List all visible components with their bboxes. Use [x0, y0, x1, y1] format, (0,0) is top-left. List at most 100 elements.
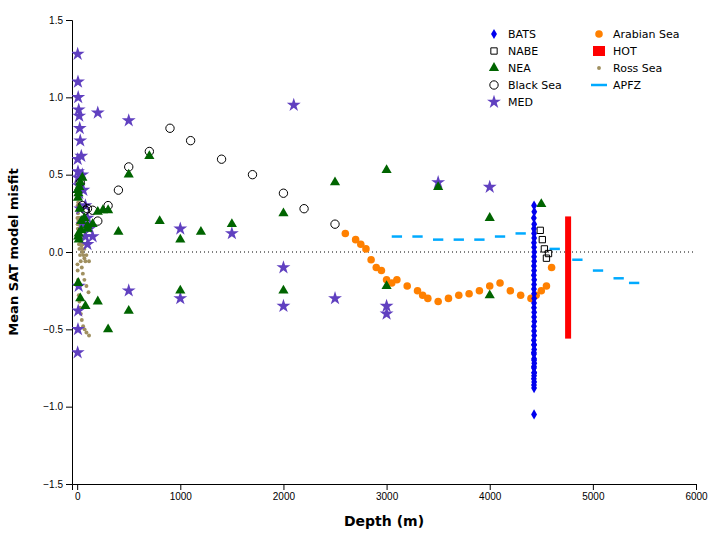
tick-label: 1.5: [49, 15, 63, 26]
point: [276, 260, 290, 273]
point: [72, 75, 85, 88]
point: [279, 189, 287, 197]
axis-line: [66, 21, 73, 485]
tick-mark: [283, 484, 284, 490]
legend-item: NABE: [491, 45, 538, 58]
tick-mark: [66, 329, 72, 330]
point: [87, 334, 91, 338]
tick-label: 0.5: [49, 169, 63, 180]
point: [278, 285, 288, 294]
point: [328, 291, 342, 304]
segment: [629, 282, 639, 285]
legend-swatch: [593, 46, 605, 56]
point: [82, 278, 86, 282]
segment: [550, 248, 560, 251]
tick: −1.0: [43, 401, 72, 412]
point: [496, 279, 504, 287]
legend-swatch: [595, 30, 603, 38]
point: [381, 280, 391, 289]
point: [155, 215, 165, 224]
point: [278, 207, 288, 216]
segment: [412, 235, 422, 238]
point: [362, 245, 370, 253]
tick-mark: [66, 252, 72, 253]
point: [543, 282, 551, 290]
tick-label: −0.5: [43, 324, 63, 335]
point: [72, 109, 86, 122]
tick-label: −1.5: [43, 479, 63, 490]
tick-label: 2000: [273, 491, 296, 502]
segment: [454, 238, 464, 241]
series: [73, 150, 547, 332]
point: [541, 246, 547, 252]
point: [93, 296, 103, 305]
tick-mark: [66, 484, 72, 485]
series: [531, 201, 537, 420]
tick: 5000: [582, 484, 605, 502]
point: [225, 226, 239, 239]
plot: 0100020003000400050006000−1.5−1.0−0.50.0…: [43, 15, 708, 502]
point: [78, 253, 82, 257]
tick-mark: [66, 407, 72, 408]
point: [166, 124, 174, 132]
tick: 0.0: [49, 247, 72, 258]
point: [91, 105, 105, 118]
point: [175, 234, 185, 243]
series: [565, 216, 571, 338]
legend-swatch: [489, 62, 499, 71]
marks: [72, 47, 696, 420]
point: [531, 383, 537, 393]
legend-swatch: [491, 29, 497, 39]
tick: 0.5: [49, 169, 72, 180]
point: [72, 152, 85, 165]
series: [537, 227, 552, 261]
point: [545, 250, 551, 256]
y-axis: −1.5 −1.0 −0.5 0.0 0.5 1.0 1.5: [43, 15, 72, 490]
point: [455, 292, 463, 300]
point: [548, 264, 556, 272]
y-axis-title: Mean SAT model misfit: [6, 168, 21, 335]
segment: [572, 258, 582, 261]
point: [72, 47, 85, 60]
point: [331, 220, 339, 228]
point: [507, 287, 515, 295]
tick-label: 0: [75, 491, 81, 502]
segment: [495, 235, 505, 238]
segment: [516, 232, 526, 235]
x-axis: 0100020003000400050006000: [73, 484, 709, 502]
legend-item: Arabian Sea: [595, 28, 679, 41]
tick: 0: [75, 484, 81, 502]
tick-mark: [180, 484, 181, 490]
point: [73, 133, 87, 146]
point: [144, 150, 154, 159]
legend-item: Ross Sea: [597, 62, 662, 75]
tick-label: 1.0: [49, 92, 63, 103]
point: [539, 236, 545, 242]
point: [103, 323, 113, 332]
tick: −1.5: [43, 479, 72, 490]
point: [83, 259, 87, 263]
point: [543, 255, 549, 261]
segment: [613, 277, 623, 280]
point: [73, 121, 87, 134]
tick-label: 6000: [685, 491, 708, 502]
point: [330, 177, 340, 186]
legend-swatch: [487, 95, 501, 108]
point: [79, 259, 83, 263]
point: [380, 307, 394, 320]
tick: −0.5: [43, 324, 72, 335]
point: [531, 409, 537, 419]
point: [175, 285, 185, 294]
point: [77, 172, 87, 181]
point: [287, 98, 301, 111]
point: [531, 340, 537, 350]
tick-label: 3000: [376, 491, 399, 502]
tick-mark: [66, 97, 72, 98]
point: [84, 330, 88, 334]
tick: 2000: [273, 484, 296, 502]
legend-item: BATS: [491, 28, 536, 41]
legend-label: MED: [508, 96, 533, 109]
point: [465, 290, 473, 298]
tick-mark: [77, 484, 78, 490]
tick: 3000: [376, 484, 399, 502]
